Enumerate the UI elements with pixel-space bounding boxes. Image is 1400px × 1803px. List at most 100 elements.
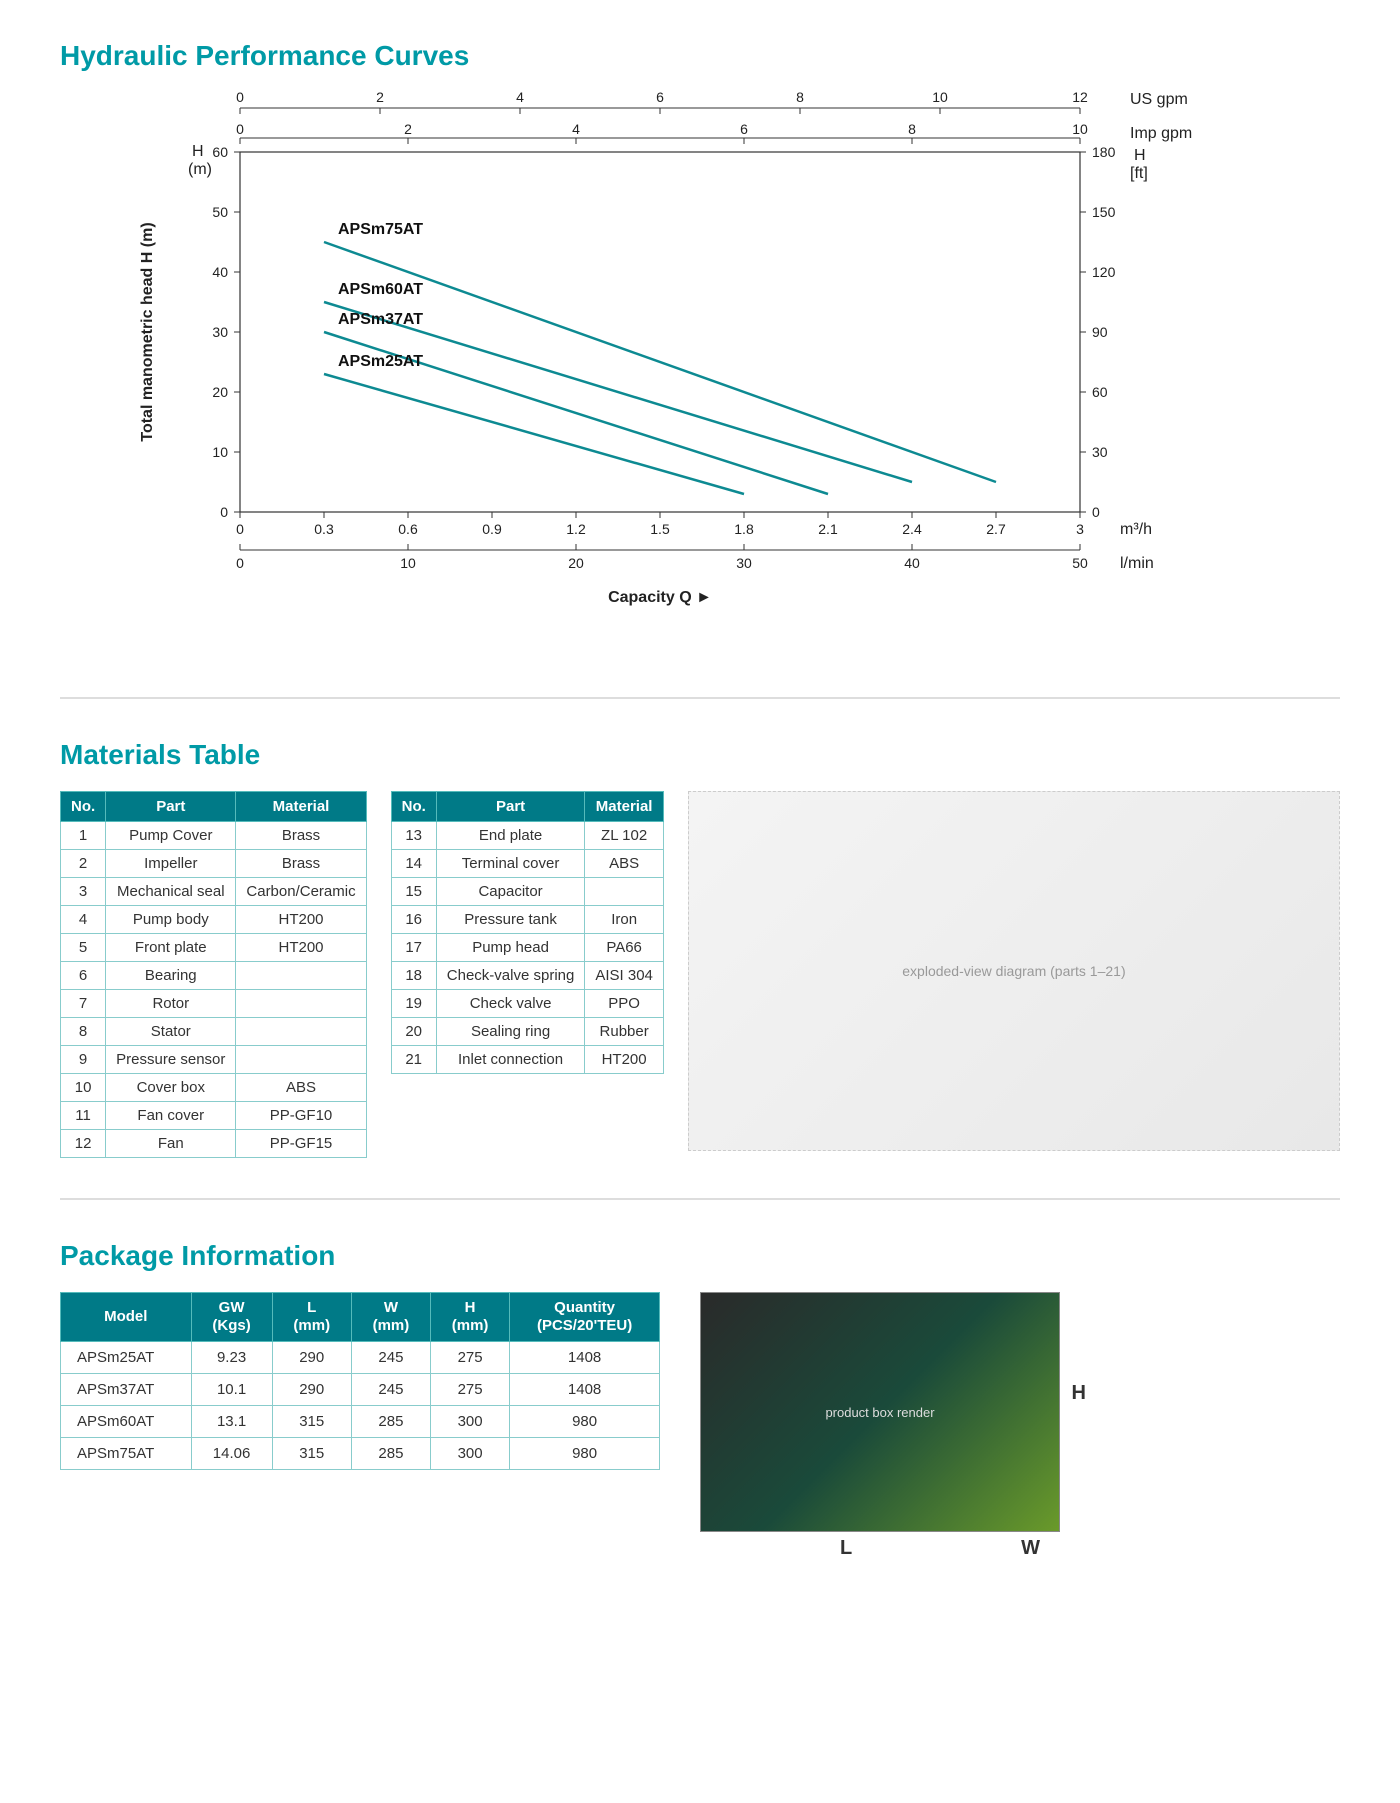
materials-cell: Capacitor [436, 878, 585, 906]
materials-row: 12FanPP-GF15 [61, 1130, 367, 1158]
materials-cell: PA66 [585, 934, 664, 962]
materials-cell: Pressure tank [436, 906, 585, 934]
materials-row: 4Pump bodyHT200 [61, 906, 367, 934]
svg-text:(m): (m) [188, 161, 212, 178]
materials-cell: Carbon/Ceramic [236, 878, 366, 906]
materials-cell: HT200 [585, 1046, 664, 1074]
materials-cell: Fan [106, 1130, 236, 1158]
materials-row: 13End plateZL 102 [391, 822, 663, 850]
materials-cell: 15 [391, 878, 436, 906]
svg-text:2: 2 [404, 121, 412, 137]
materials-row: 17Pump headPA66 [391, 934, 663, 962]
svg-text:3: 3 [1076, 521, 1084, 537]
package-cell: 290 [272, 1374, 351, 1406]
package-cell: 1408 [510, 1342, 660, 1374]
package-box-image: product box render [700, 1292, 1060, 1532]
materials-cell: 5 [61, 934, 106, 962]
materials-header: Material [585, 792, 664, 822]
materials-header: No. [61, 792, 106, 822]
svg-text:Total manometric head H (m): Total manometric head H (m) [139, 222, 156, 441]
materials-cell: PP-GF15 [236, 1130, 366, 1158]
materials-cell: Brass [236, 850, 366, 878]
svg-text:2.4: 2.4 [902, 521, 922, 537]
package-cell: APSm25AT [61, 1342, 192, 1374]
svg-text:0: 0 [1092, 504, 1100, 520]
package-cell: 285 [351, 1406, 430, 1438]
materials-cell: 1 [61, 822, 106, 850]
svg-text:0: 0 [236, 555, 244, 571]
materials-row: 5Front plateHT200 [61, 934, 367, 962]
svg-text:l/min: l/min [1120, 555, 1154, 572]
materials-cell: Impeller [106, 850, 236, 878]
materials-cell: 17 [391, 934, 436, 962]
materials-cell: Cover box [106, 1074, 236, 1102]
materials-cell: Inlet connection [436, 1046, 585, 1074]
svg-text:12: 12 [1072, 92, 1088, 105]
materials-cell: Fan cover [106, 1102, 236, 1130]
materials-header: Material [236, 792, 366, 822]
svg-text:0: 0 [220, 504, 228, 520]
materials-cell: ABS [585, 850, 664, 878]
chart-section-title: Hydraulic Performance Curves [60, 40, 1340, 72]
package-cell: 9.23 [191, 1342, 272, 1374]
svg-text:10: 10 [400, 555, 416, 571]
chart-svg: 024681012US gpm0246810Imp gpm01020304050… [120, 92, 1240, 652]
exploded-diagram: exploded-view diagram (parts 1–21) [688, 791, 1340, 1151]
performance-chart: 024681012US gpm0246810Imp gpm01020304050… [120, 92, 1340, 657]
materials-cell: 14 [391, 850, 436, 878]
svg-text:US gpm: US gpm [1130, 92, 1188, 108]
svg-text:60: 60 [212, 144, 228, 160]
materials-cell: Pump Cover [106, 822, 236, 850]
materials-cell: 20 [391, 1018, 436, 1046]
materials-cell [236, 990, 366, 1018]
svg-text:APSm37AT: APSm37AT [338, 311, 423, 328]
svg-text:1.2: 1.2 [566, 521, 586, 537]
materials-cell: Iron [585, 906, 664, 934]
svg-text:10: 10 [932, 92, 948, 105]
svg-text:8: 8 [796, 92, 804, 105]
package-cell: 300 [431, 1438, 510, 1470]
materials-row: 20Sealing ringRubber [391, 1018, 663, 1046]
package-header: W(mm) [351, 1293, 430, 1342]
package-cell: APSm75AT [61, 1438, 192, 1470]
materials-cell [236, 1018, 366, 1046]
package-cell: 980 [510, 1438, 660, 1470]
materials-cell: 6 [61, 962, 106, 990]
svg-text:m³/h: m³/h [1120, 521, 1152, 538]
materials-cell: 9 [61, 1046, 106, 1074]
materials-cell: 18 [391, 962, 436, 990]
materials-cell: 3 [61, 878, 106, 906]
package-cell: 315 [272, 1438, 351, 1470]
svg-text:2: 2 [376, 92, 384, 105]
svg-text:H: H [1134, 147, 1146, 164]
materials-header: Part [106, 792, 236, 822]
materials-cell: PPO [585, 990, 664, 1018]
svg-text:6: 6 [656, 92, 664, 105]
svg-text:30: 30 [212, 324, 228, 340]
package-cell: 980 [510, 1406, 660, 1438]
materials-cell: End plate [436, 822, 585, 850]
svg-text:4: 4 [516, 92, 524, 105]
package-row: APSm75AT14.06315285300980 [61, 1438, 660, 1470]
package-row: APSm37AT10.12902452751408 [61, 1374, 660, 1406]
package-cell: 245 [351, 1342, 430, 1374]
materials-cell: Rubber [585, 1018, 664, 1046]
package-cell: 275 [431, 1374, 510, 1406]
package-cell: APSm37AT [61, 1374, 192, 1406]
materials-cell: Rotor [106, 990, 236, 1018]
svg-text:H: H [192, 143, 204, 160]
dim-w: W [1021, 1537, 1040, 1560]
package-row: APSm60AT13.1315285300980 [61, 1406, 660, 1438]
materials-cell: ABS [236, 1074, 366, 1102]
package-header: H(mm) [431, 1293, 510, 1342]
materials-table-a: No.PartMaterial1Pump CoverBrass2Impeller… [60, 791, 367, 1158]
svg-text:APSm25AT: APSm25AT [338, 353, 423, 370]
svg-text:10: 10 [212, 444, 228, 460]
svg-text:40: 40 [212, 264, 228, 280]
materials-row: 19Check valvePPO [391, 990, 663, 1018]
package-table: ModelGW(Kgs)L(mm)W(mm)H(mm)Quantity(PCS/… [60, 1292, 660, 1470]
package-cell: 245 [351, 1374, 430, 1406]
materials-row: 14Terminal coverABS [391, 850, 663, 878]
materials-cell: Check-valve spring [436, 962, 585, 990]
materials-cell: PP-GF10 [236, 1102, 366, 1130]
